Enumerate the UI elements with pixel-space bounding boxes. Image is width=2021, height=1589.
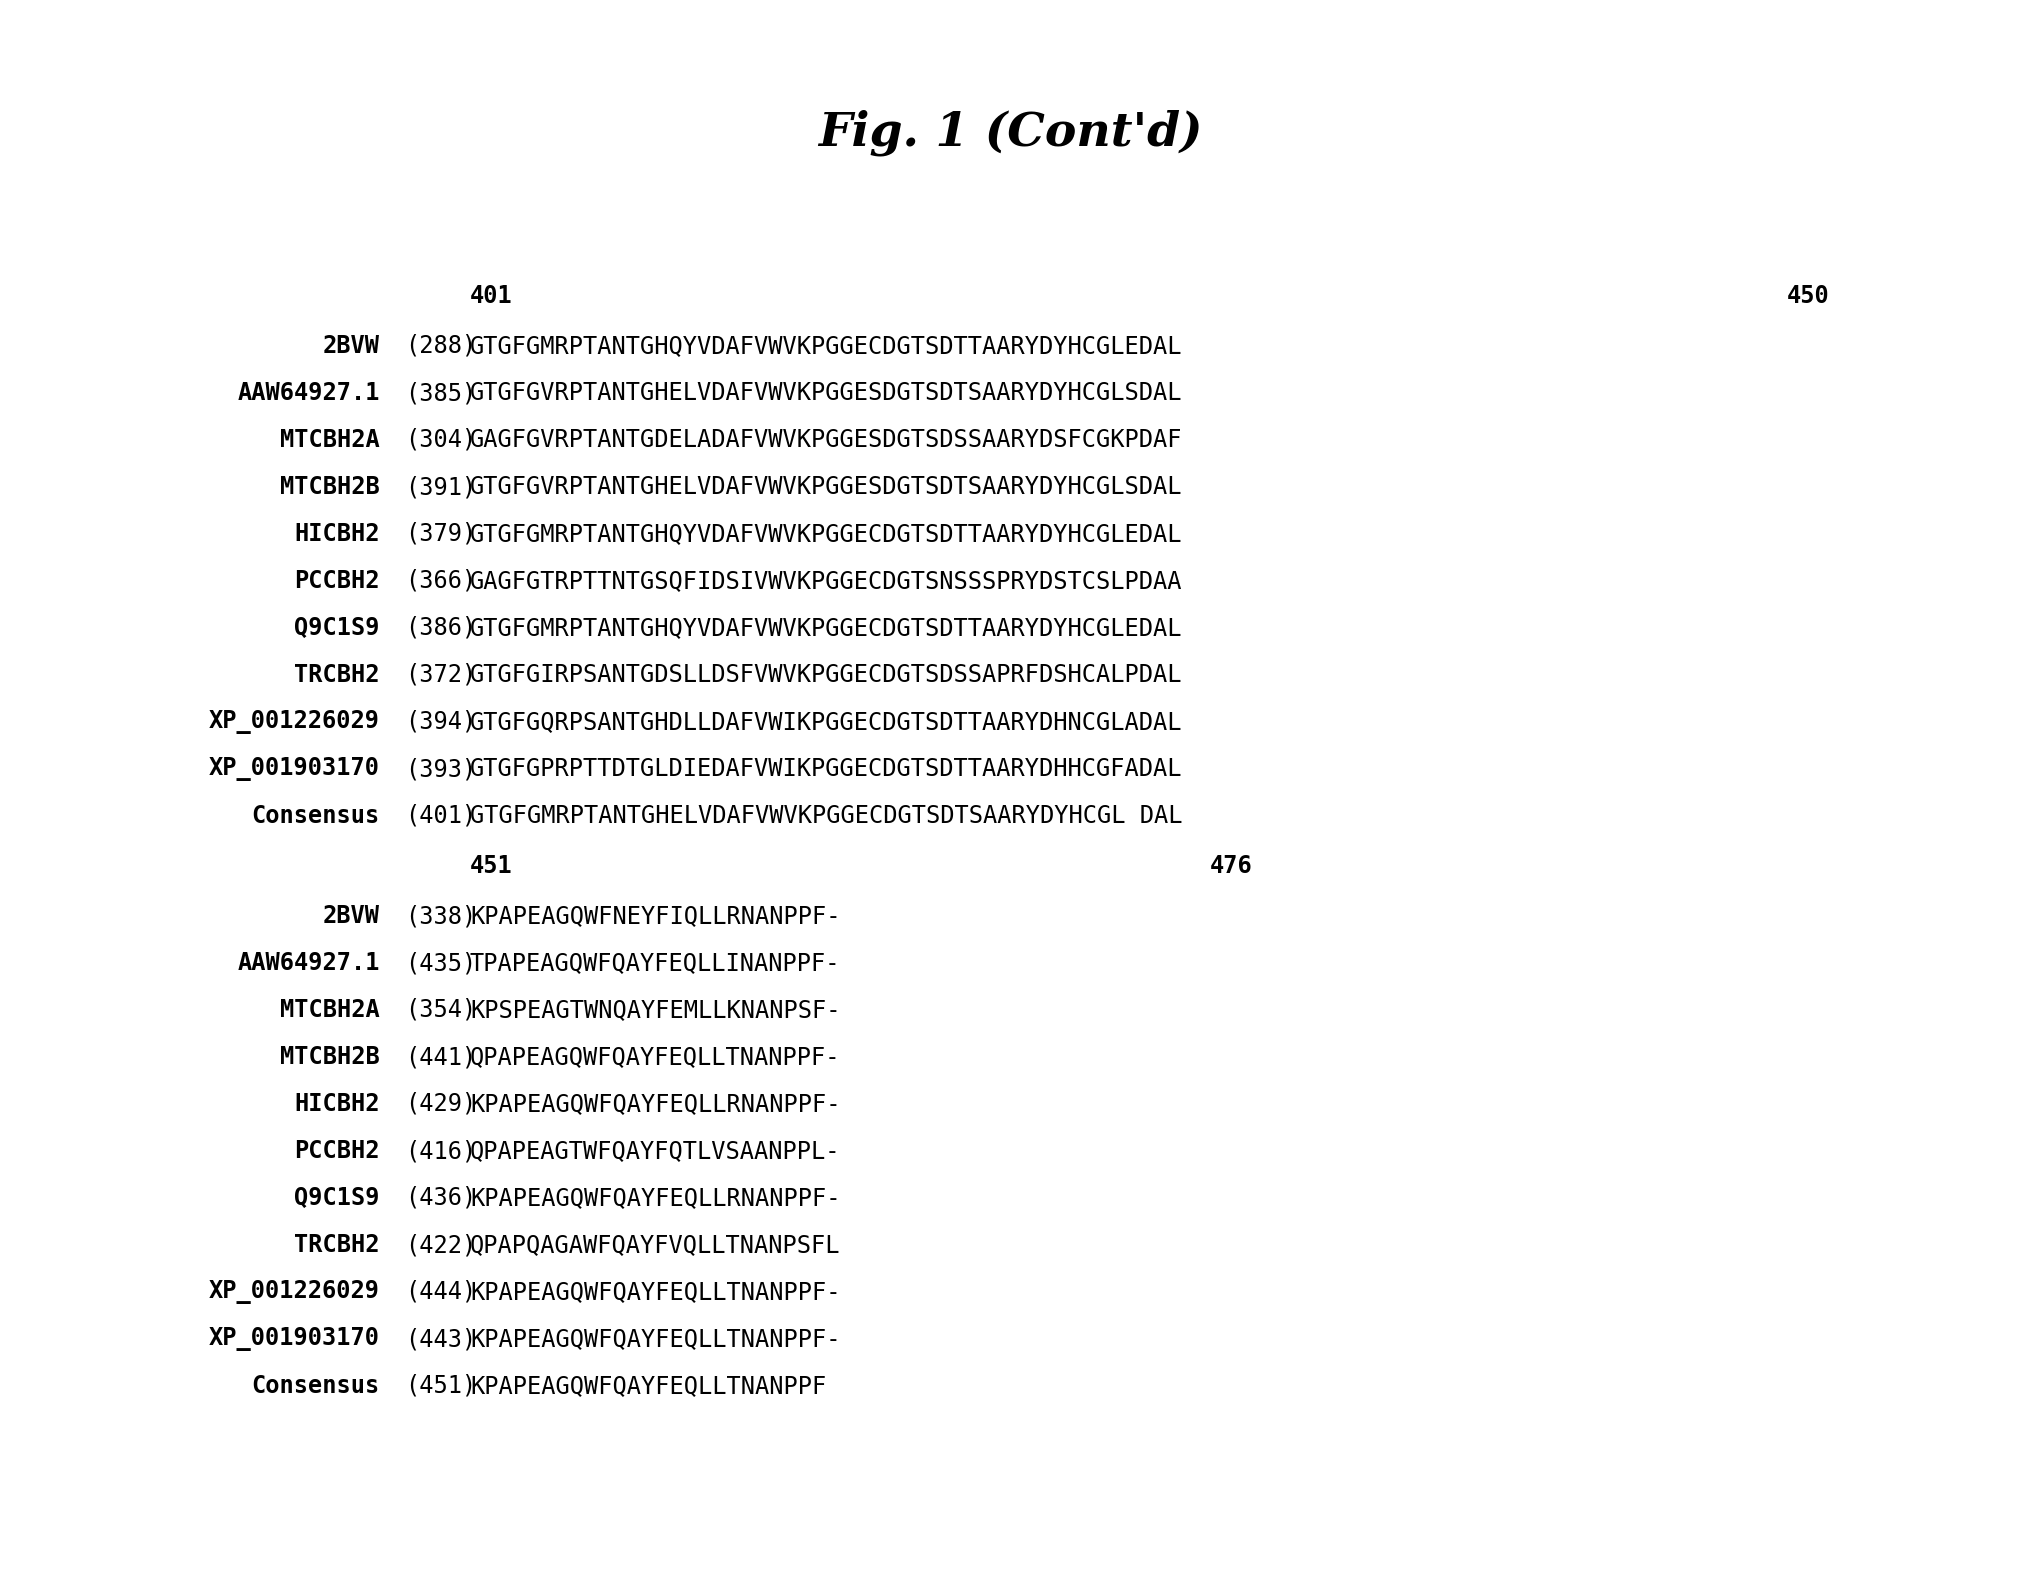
Text: (393): (393) xyxy=(404,756,477,782)
Text: (386): (386) xyxy=(404,617,477,640)
Text: MTCBH2A: MTCBH2A xyxy=(281,427,380,451)
Text: TPAPEAGQWFQAYFEQLLINANPPF-: TPAPEAGQWFQAYFEQLLINANPPF- xyxy=(471,950,841,976)
Text: XP_001226029: XP_001226029 xyxy=(208,710,380,734)
Text: MTCBH2B: MTCBH2B xyxy=(281,1046,380,1069)
Text: Fig. 1 (Cont'd): Fig. 1 (Cont'd) xyxy=(819,110,1202,156)
Text: (394): (394) xyxy=(404,710,477,734)
Text: HICBH2: HICBH2 xyxy=(295,1092,380,1115)
Text: (372): (372) xyxy=(404,663,477,686)
Text: (401): (401) xyxy=(404,804,477,828)
Text: KPAPEAGQWFQAYFEQLLRNANPPF-: KPAPEAGQWFQAYFEQLLRNANPPF- xyxy=(471,1092,841,1115)
Text: MTCBH2B: MTCBH2B xyxy=(281,475,380,499)
Text: Q9C1S9: Q9C1S9 xyxy=(295,617,380,640)
Text: KPAPEAGQWFQAYFEQLLTNANPPF: KPAPEAGQWFQAYFEQLLTNANPPF xyxy=(471,1374,827,1398)
Text: 2BVW: 2BVW xyxy=(323,904,380,928)
Text: GTGFGIRPSANTGDSLLDSFVWVKPGGECDGTSDSSAPRFDSHCALPDAL: GTGFGIRPSANTGDSLLDSFVWVKPGGECDGTSDSSAPRF… xyxy=(471,663,1182,686)
Text: (366): (366) xyxy=(404,569,477,593)
Text: (288): (288) xyxy=(404,334,477,358)
Text: KPAPEAGQWFQAYFEQLLTNANPPF-: KPAPEAGQWFQAYFEQLLTNANPPF- xyxy=(471,1327,841,1351)
Text: AAW64927.1: AAW64927.1 xyxy=(238,381,380,405)
Text: XP_001903170: XP_001903170 xyxy=(208,756,380,782)
Text: (304): (304) xyxy=(404,427,477,451)
Text: MTCBH2A: MTCBH2A xyxy=(281,998,380,1022)
Text: QPAPEAGQWFQAYFEQLLTNANPPF-: QPAPEAGQWFQAYFEQLLTNANPPF- xyxy=(471,1046,841,1069)
Text: GTGFGMRPTANTGHQYVDAFVWVKPGGECDGTSDTTAARYDYHCGLEDAL: GTGFGMRPTANTGHQYVDAFVWVKPGGECDGTSDTTAARY… xyxy=(471,334,1182,358)
Text: KPAPEAGQWFNEYFIQLLRNANPPF-: KPAPEAGQWFNEYFIQLLRNANPPF- xyxy=(471,904,841,928)
Text: Consensus: Consensus xyxy=(253,804,380,828)
Text: (441): (441) xyxy=(404,1046,477,1069)
Text: (354): (354) xyxy=(404,998,477,1022)
Text: KPAPEAGQWFQAYFEQLLTNANPPF-: KPAPEAGQWFQAYFEQLLTNANPPF- xyxy=(471,1281,841,1305)
Text: 451: 451 xyxy=(471,853,513,879)
Text: TRCBH2: TRCBH2 xyxy=(295,663,380,686)
Text: TRCBH2: TRCBH2 xyxy=(295,1233,380,1257)
Text: 476: 476 xyxy=(1211,853,1253,879)
Text: (379): (379) xyxy=(404,523,477,547)
Text: (422): (422) xyxy=(404,1233,477,1257)
Text: (391): (391) xyxy=(404,475,477,499)
Text: (338): (338) xyxy=(404,904,477,928)
Text: Consensus: Consensus xyxy=(253,1374,380,1398)
Text: (435): (435) xyxy=(404,950,477,976)
Text: Q9C1S9: Q9C1S9 xyxy=(295,1185,380,1209)
Text: XP_001903170: XP_001903170 xyxy=(208,1327,380,1351)
Text: GTGFGPRPTTDTGLDIEDAFVWIKPGGECDGTSDTTAARYDHHCGFADAL: GTGFGPRPTTDTGLDIEDAFVWIKPGGECDGTSDTTAARY… xyxy=(471,756,1182,782)
Text: (429): (429) xyxy=(404,1092,477,1115)
Text: GTGFGMRPTANTGHQYVDAFVWVKPGGECDGTSDTTAARYDYHCGLEDAL: GTGFGMRPTANTGHQYVDAFVWVKPGGECDGTSDTTAARY… xyxy=(471,617,1182,640)
Text: 2BVW: 2BVW xyxy=(323,334,380,358)
Text: (385): (385) xyxy=(404,381,477,405)
Text: (436): (436) xyxy=(404,1185,477,1209)
Text: GTGFGQRPSANTGHDLLDAFVWIKPGGECDGTSDTTAARYDHNCGLADAL: GTGFGQRPSANTGHDLLDAFVWIKPGGECDGTSDTTAARY… xyxy=(471,710,1182,734)
Text: (451): (451) xyxy=(404,1374,477,1398)
Text: (444): (444) xyxy=(404,1281,477,1305)
Text: QPAPQAGAWFQAYFVQLLTNANPSFL: QPAPQAGAWFQAYFVQLLTNANPSFL xyxy=(471,1233,841,1257)
Text: GTGFGMRPTANTGHELVDAFVWVKPGGECDGTSDTSAARYDYHCGL DAL: GTGFGMRPTANTGHELVDAFVWVKPGGECDGTSDTSAARY… xyxy=(471,804,1182,828)
Text: KPSPEAGTWNQAYFEMLLKNANPSF-: KPSPEAGTWNQAYFEMLLKNANPSF- xyxy=(471,998,841,1022)
Text: PCCBH2: PCCBH2 xyxy=(295,569,380,593)
Text: 450: 450 xyxy=(1787,284,1829,308)
Text: XP_001226029: XP_001226029 xyxy=(208,1281,380,1305)
Text: QPAPEAGTWFQAYFQTLVSAANPPL-: QPAPEAGTWFQAYFQTLVSAANPPL- xyxy=(471,1139,841,1163)
Text: 401: 401 xyxy=(471,284,513,308)
Text: GAGFGTRPTTNTGSQFIDSIVWVKPGGECDGTSNSSSPRYDSTCSLPDAA: GAGFGTRPTTNTGSQFIDSIVWVKPGGECDGTSNSSSPRY… xyxy=(471,569,1182,593)
Text: AAW64927.1: AAW64927.1 xyxy=(238,950,380,976)
Text: (443): (443) xyxy=(404,1327,477,1351)
Text: KPAPEAGQWFQAYFEQLLRNANPPF-: KPAPEAGQWFQAYFEQLLRNANPPF- xyxy=(471,1185,841,1209)
Text: GTGFGVRPTANTGHELVDAFVWVKPGGESDGTSDTSAARYDYHCGLSDAL: GTGFGVRPTANTGHELVDAFVWVKPGGESDGTSDTSAARY… xyxy=(471,381,1182,405)
Text: GAGFGVRPTANTGDELADAFVWVKPGGESDGTSDSSAARYDSFCGKPDAF: GAGFGVRPTANTGDELADAFVWVKPGGESDGTSDSSAARY… xyxy=(471,427,1182,451)
Text: HICBH2: HICBH2 xyxy=(295,523,380,547)
Text: GTGFGVRPTANTGHELVDAFVWVKPGGESDGTSDTSAARYDYHCGLSDAL: GTGFGVRPTANTGHELVDAFVWVKPGGESDGTSDTSAARY… xyxy=(471,475,1182,499)
Text: (416): (416) xyxy=(404,1139,477,1163)
Text: GTGFGMRPTANTGHQYVDAFVWVKPGGECDGTSDTTAARYDYHCGLEDAL: GTGFGMRPTANTGHQYVDAFVWVKPGGECDGTSDTTAARY… xyxy=(471,523,1182,547)
Text: PCCBH2: PCCBH2 xyxy=(295,1139,380,1163)
